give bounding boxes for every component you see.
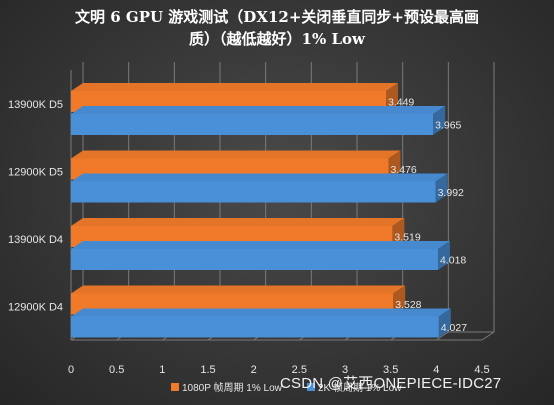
bar-top — [71, 83, 399, 91]
bar-side — [386, 83, 399, 112]
data-label: 4.018 — [440, 255, 466, 267]
chart-title: 文明 6 GPU 游戏测试（DX12+关闭垂直同步+预设最高画 质）（越低越好）… — [0, 6, 554, 50]
data-label: 3.519 — [394, 232, 420, 244]
category-label: 12900K D5 — [8, 166, 63, 178]
bar-side — [437, 241, 450, 270]
bar-side — [438, 308, 451, 338]
bar-top — [71, 106, 446, 114]
bar-side — [435, 173, 448, 203]
bar-top — [71, 218, 405, 226]
legend-swatch — [171, 383, 179, 391]
bar-top — [71, 173, 448, 182]
x-tick-label: 1.5 — [200, 364, 215, 376]
bar-side — [388, 150, 401, 180]
grid-floor-line — [481, 331, 495, 341]
bar-top — [71, 150, 401, 159]
grid-floor-line — [436, 331, 449, 341]
category-label: 13900K D5 — [8, 99, 63, 111]
x-tick-label: 0.5 — [109, 364, 124, 376]
legend-swatch — [307, 383, 315, 391]
watermark: CSDN @艾西ONEPIECE-IDC27 — [280, 375, 502, 392]
x-tick-label: 4 — [433, 364, 439, 376]
x-tick-label: 0 — [68, 364, 74, 376]
data-label: 4.027 — [441, 322, 467, 334]
category-label: 13900K D4 — [8, 234, 63, 246]
x-tick-label: 4.5 — [474, 364, 489, 376]
bar-top — [71, 241, 450, 249]
data-label: 3.449 — [388, 97, 414, 109]
data-label: 3.965 — [435, 120, 461, 132]
data-label: 3.992 — [438, 187, 464, 199]
category-label: 12900K D4 — [8, 301, 63, 313]
bar-side — [393, 285, 406, 315]
chart-title-line-1: 文明 6 GPU 游戏测试（DX12+关闭垂直同步+预设最高画 — [75, 8, 479, 26]
x-tick-label: 3.5 — [383, 364, 398, 376]
x-tick-label: 2 — [251, 364, 257, 376]
bar-side — [392, 218, 405, 247]
data-label: 3.476 — [390, 164, 416, 176]
bar-top — [71, 285, 406, 294]
bar — [71, 181, 436, 203]
chart-title-line-2: 质）（越低越好）1% Low — [189, 30, 365, 48]
bar-top — [71, 308, 451, 317]
data-label: 3.528 — [395, 299, 421, 311]
x-tick-label: 1 — [159, 364, 165, 376]
bar — [71, 249, 438, 270]
bar — [71, 316, 439, 338]
bar-side — [433, 106, 446, 135]
x-tick-label: 3 — [342, 364, 348, 376]
x-tick-label: 2.5 — [292, 364, 307, 376]
legend-label: 2K 帧周期 1% Low — [318, 381, 402, 394]
legend-label: 1080P 帧周期 1% Low — [182, 381, 283, 394]
bar — [71, 114, 434, 135]
